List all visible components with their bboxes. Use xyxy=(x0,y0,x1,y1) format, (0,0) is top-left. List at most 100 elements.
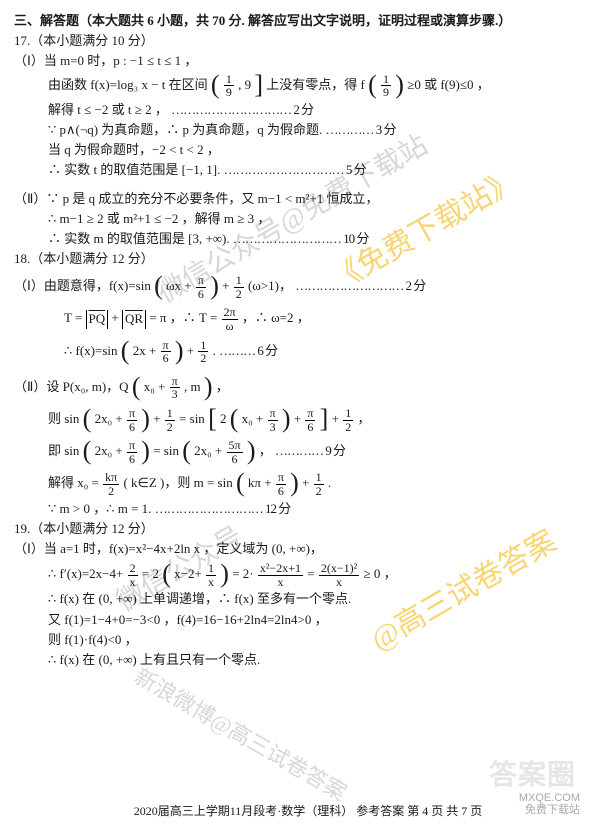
text: ， xyxy=(259,443,272,458)
fraction: 1x xyxy=(206,562,216,588)
lparen-icon: ( xyxy=(182,436,191,465)
text: = xyxy=(307,566,314,581)
q19-l2: ∴ f′(x)=2x−4+ 2x = 2 ( x−2+ 1x ) = 2· x²… xyxy=(14,562,602,588)
q18-p2-l4: 解得 x₀ = kπ2 ( k∈Z )，则 m = sin ( kπ + π6 … xyxy=(14,471,602,497)
text: 2x₀ + xyxy=(95,443,123,458)
fraction: kπ2 xyxy=(103,471,119,497)
text: ( k∈Z )，则 m = sin xyxy=(123,475,232,490)
lbracket-icon: [ xyxy=(208,404,217,433)
text: ∵ m > 0 ，∴ m = 1. xyxy=(48,501,151,516)
fraction: π6 xyxy=(196,274,206,300)
section-heading: 三、解答题（本大题共 6 小题，共 70 分. 解答应写出文字说明，证明过程或演… xyxy=(14,12,602,30)
text: x₀ + xyxy=(144,379,166,394)
text: = sin xyxy=(179,411,205,426)
q19-l6: ∴ f(x) 在 (0, +∞) 上有且只有一个零点. xyxy=(14,651,602,669)
text: = 2· xyxy=(232,566,253,581)
q17-p1-l6: ∴ 实数 t 的取值范围是 [−1, 1]. ………………………… 5 分 xyxy=(14,161,602,179)
q17-p1-l2: 由函数 f(x)=log₃ x − t 在区间 ( 19 , 9 ] 上没有零点… xyxy=(14,73,602,99)
fraction: 2x xyxy=(128,562,138,588)
lparen-icon: ( xyxy=(236,468,245,497)
site-logo: 答案圈 xyxy=(489,755,576,794)
fraction: 12 xyxy=(314,471,324,497)
score: ………………………… 5 分 xyxy=(224,162,366,177)
text: + xyxy=(302,475,309,490)
fraction: 5π6 xyxy=(227,439,243,465)
text: . xyxy=(328,475,331,490)
text: ∴ 实数 m 的取值范围是 [3, +∞). xyxy=(48,231,230,246)
text: 由函数 f(x)=log₃ x − t 在区间 xyxy=(48,77,208,92)
q17-p2-l2: ∴ m−1 ≥ 2 或 m²+1 ≤ −2 ，解得 m ≥ 3 ， xyxy=(14,210,602,228)
q19-heading: 19.（本小题满分 12 分） xyxy=(14,520,602,538)
text: 2x₀ + xyxy=(95,411,123,426)
rparen-icon: ) xyxy=(141,404,150,433)
text: 2x₀ + xyxy=(194,443,222,458)
fraction: x²−2x+1x xyxy=(258,562,303,588)
q18-p2-l2: 则 sin ( 2x₀ + π6 ) + 12 = sin [ 2 ( x₀ +… xyxy=(14,407,602,433)
fraction: π6 xyxy=(127,439,137,465)
text: + xyxy=(294,411,301,426)
text: , 9 xyxy=(238,77,251,92)
q19-l1: （Ⅰ）当 a=1 时，f(x)=x²−4x+2ln x ，定义域为 (0, +∞… xyxy=(14,540,602,558)
q17-p1-l1: （Ⅰ）当 m=0 时，p : −1 ≤ t ≤ 1 ， xyxy=(14,52,602,70)
score: ……………………… 2 分 xyxy=(295,278,425,293)
text: ， xyxy=(216,379,229,394)
text: = 2 xyxy=(142,566,159,581)
text: 2x + xyxy=(133,343,157,358)
text: (ω>1)， xyxy=(248,278,292,293)
fraction: 12 xyxy=(234,274,244,300)
text: + xyxy=(187,343,194,358)
text: 则 sin xyxy=(48,411,79,426)
fraction: π3 xyxy=(268,407,278,433)
score: ………… 3 分 xyxy=(326,122,396,137)
lparen-icon: ( xyxy=(230,404,239,433)
text: 即 sin xyxy=(48,443,79,458)
fraction: π3 xyxy=(170,375,180,401)
lparen-icon: ( xyxy=(121,336,130,365)
rparen-icon: ) xyxy=(282,404,291,433)
lparen-icon: ( xyxy=(154,271,163,300)
abs: PQ xyxy=(86,310,109,328)
q18-p2-l3: 即 sin ( 2x₀ + π6 ) = sin ( 2x₀ + 5π6 ) ，… xyxy=(14,439,602,465)
q17-heading: 17.（本小题满分 10 分） xyxy=(14,32,602,50)
fraction: π6 xyxy=(276,471,286,497)
text: ∴ f(x)=sin xyxy=(64,343,118,358)
rbracket-icon: ] xyxy=(320,404,329,433)
fraction: 12 xyxy=(165,407,175,433)
rparen-icon: ] xyxy=(254,70,263,99)
lparen-icon: ( xyxy=(211,70,220,99)
score: ……………………… 10 分 xyxy=(233,231,369,246)
exam-page: 三、解答题（本大题共 6 小题，共 70 分. 解答应写出文字说明，证明过程或演… xyxy=(0,0,616,669)
text: . xyxy=(213,343,216,358)
rparen-icon: ) xyxy=(204,372,213,401)
rparen-icon: ) xyxy=(247,436,256,465)
text: ∴ f′(x)=2x−4+ xyxy=(48,566,123,581)
q18-p1-l2: T = PQ + QR = π ，∴ T = 2πω ，∴ ω=2 ， xyxy=(14,306,602,332)
fraction: π6 xyxy=(305,407,315,433)
text: 上没有零点，得 f xyxy=(266,77,365,92)
fraction: π6 xyxy=(161,339,171,365)
rparen-icon: ) xyxy=(141,436,150,465)
text: + xyxy=(222,278,229,293)
text: + xyxy=(332,411,339,426)
text: x−2+ xyxy=(174,566,202,581)
watermark-gray-3: 新浪微博@高三试卷答案 xyxy=(128,662,351,809)
q18-p2-l1: （Ⅱ）设 P(x₀, m)，Q ( x₀ + π3 , m ) ， xyxy=(14,375,602,401)
fraction: 2πω xyxy=(222,306,238,332)
lparen-icon: ( xyxy=(83,404,92,433)
text: = π ，∴ T = xyxy=(149,311,217,326)
page-footer: 2020届高三上学期11月段考·数学（理科） 参考答案 第 4 页 共 7 页 xyxy=(0,803,616,820)
fraction: π6 xyxy=(127,407,137,433)
text: = sin xyxy=(153,443,179,458)
text: （Ⅰ）由题意得，f(x)=sin xyxy=(14,278,151,293)
text: ∴ 实数 t 的取值范围是 [−1, 1]. xyxy=(48,162,220,177)
rparen-icon: ) xyxy=(395,70,404,99)
q17-p1-l4: ∵ p∧(¬q) 为真命题，∴ p 为真命题，q 为假命题. ………… 3 分 xyxy=(14,121,602,139)
q18-p2-l5: ∵ m > 0 ，∴ m = 1. ……………………… 12 分 xyxy=(14,500,602,518)
fraction: 12 xyxy=(343,407,353,433)
lparen-icon: ( xyxy=(162,559,171,588)
text: T = xyxy=(64,311,82,326)
fraction: 19 xyxy=(224,73,234,99)
text: kπ + xyxy=(248,475,272,490)
text: 解得 x₀ = xyxy=(48,475,99,490)
text: 2 xyxy=(220,411,227,426)
